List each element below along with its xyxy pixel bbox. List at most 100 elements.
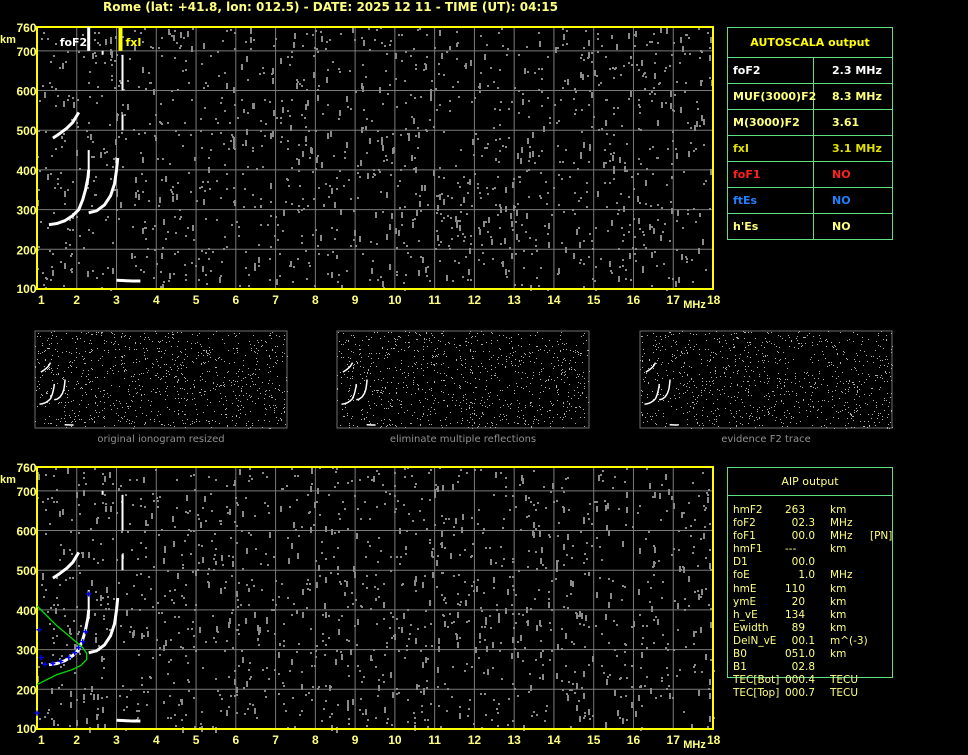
noise-dot	[185, 60, 187, 62]
noise-dot	[177, 366, 178, 367]
noise-dot	[244, 713, 246, 715]
noise-dot	[339, 351, 340, 352]
noise-dot	[549, 117, 551, 119]
noise-dot	[611, 37, 613, 39]
noise-dot	[420, 96, 422, 98]
noise-dot	[514, 422, 515, 423]
noise-dot	[114, 334, 115, 335]
noise-dot	[562, 87, 564, 89]
noise-dot	[177, 391, 178, 392]
noise-dot	[57, 368, 58, 369]
noise-dot	[551, 403, 552, 404]
noise-dot	[49, 250, 51, 252]
noise-dot	[193, 384, 194, 385]
noise-dot	[485, 368, 486, 369]
noise-dot	[167, 673, 169, 675]
x-tick-label: 10	[388, 733, 402, 747]
noise-dot	[530, 402, 531, 403]
noise-dot	[213, 334, 214, 335]
noise-dot	[401, 349, 402, 350]
noise-dot	[195, 265, 197, 267]
noise-dot	[346, 142, 348, 148]
noise-dot	[703, 425, 704, 426]
noise-dot	[57, 383, 58, 384]
noise-dot	[589, 371, 590, 372]
noise-dot	[666, 184, 668, 186]
noise-dot	[167, 231, 169, 233]
noise-dot	[299, 185, 301, 187]
noise-dot	[505, 367, 506, 368]
noise-dot	[369, 421, 370, 422]
noise-dot	[158, 47, 160, 49]
noise-dot	[265, 123, 267, 125]
noise-dot	[159, 647, 161, 649]
noise-dot	[163, 219, 165, 225]
noise-dot	[448, 394, 449, 395]
noise-dot	[491, 239, 493, 245]
noise-dot	[580, 395, 581, 396]
noise-dot	[437, 555, 439, 557]
noise-dot	[430, 703, 432, 705]
noise-dot	[399, 336, 400, 337]
noise-dot	[398, 413, 399, 414]
noise-dot	[564, 358, 565, 359]
noise-dot	[74, 413, 75, 414]
noise-dot	[742, 402, 743, 403]
noise-dot	[494, 108, 496, 110]
noise-dot	[444, 400, 445, 401]
noise-dot	[610, 593, 612, 599]
noise-dot	[310, 652, 312, 654]
noise-dot	[39, 718, 41, 720]
noise-dot	[538, 68, 540, 70]
noise-dot	[255, 374, 256, 375]
noise-dot	[548, 602, 550, 608]
noise-dot	[538, 89, 540, 91]
noise-dot	[77, 338, 78, 339]
noise-dot	[367, 719, 369, 721]
noise-dot	[477, 523, 479, 525]
noise-dot	[373, 476, 375, 482]
noise-dot	[452, 484, 454, 490]
noise-dot	[301, 209, 303, 211]
noise-dot	[250, 534, 252, 536]
noise-dot	[570, 593, 572, 595]
noise-dot	[482, 366, 483, 367]
noise-dot	[621, 599, 623, 601]
noise-dot	[224, 384, 225, 385]
noise-dot	[96, 412, 97, 413]
noise-dot	[115, 341, 116, 342]
noise-dot	[111, 385, 112, 386]
noise-dot	[174, 589, 176, 591]
noise-dot	[589, 718, 591, 720]
noise-dot	[348, 723, 350, 725]
noise-dot	[798, 402, 799, 403]
noise-dot	[434, 351, 435, 352]
noise-dot	[110, 506, 112, 512]
noise-dot	[63, 101, 65, 107]
noise-dot	[561, 487, 563, 489]
noise-dot	[817, 344, 818, 345]
noise-dot	[832, 407, 833, 408]
noise-dot	[287, 148, 289, 150]
noise-dot	[651, 252, 653, 258]
noise-dot	[738, 392, 739, 393]
noise-dot	[480, 197, 482, 199]
noise-dot	[381, 426, 382, 427]
noise-dot	[469, 179, 471, 185]
noise-dot	[508, 108, 510, 110]
noise-dot	[240, 413, 241, 414]
noise-dot	[529, 673, 531, 675]
noise-dot	[420, 650, 422, 652]
noise-dot	[144, 339, 145, 340]
noise-dot	[563, 417, 564, 418]
noise-dot	[201, 147, 203, 149]
noise-dot	[216, 360, 217, 361]
noise-dot	[571, 689, 573, 691]
noise-dot	[426, 687, 428, 689]
noise-dot	[458, 475, 460, 477]
noise-dot	[48, 709, 50, 711]
noise-dot	[209, 371, 210, 372]
noise-dot	[116, 413, 117, 414]
noise-dot	[348, 341, 349, 342]
noise-dot	[234, 333, 235, 334]
